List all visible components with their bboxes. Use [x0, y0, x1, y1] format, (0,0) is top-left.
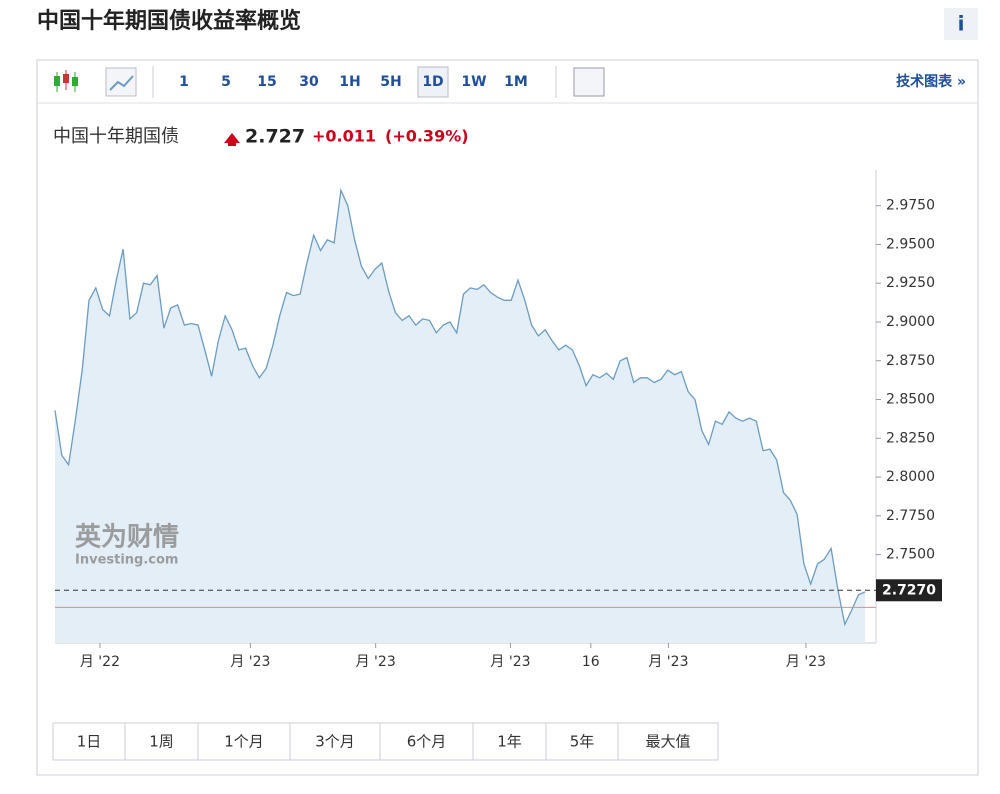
interval-button[interactable]: 1	[179, 74, 189, 90]
range-button[interactable]	[379, 722, 474, 761]
info-button[interactable]	[944, 8, 978, 40]
quote-change-pct: (+0.39%)	[385, 127, 469, 146]
price-line	[54, 187, 866, 627]
range-button[interactable]	[617, 722, 719, 761]
up-arrow	[224, 133, 240, 146]
layout-icon[interactable]	[573, 67, 605, 97]
range-label[interactable]: 6个月	[407, 733, 447, 751]
y-tick-label: 2.9500	[886, 236, 935, 252]
interval-button[interactable]: 5H	[380, 74, 401, 90]
range-label[interactable]: 1周	[149, 733, 174, 751]
y-tick-label: 2.8250	[886, 430, 935, 446]
interval-button[interactable]: 1D	[422, 74, 443, 90]
range-label[interactable]: 5年	[570, 733, 595, 751]
interval-button[interactable]: 30	[299, 74, 319, 90]
x-tick-label: 月 '23	[648, 654, 688, 670]
range-label[interactable]: 1年	[497, 733, 522, 751]
y-tick-label: 2.8000	[886, 469, 935, 485]
selected-interval	[417, 66, 449, 98]
quote-change: +0.011	[312, 127, 376, 146]
range-label[interactable]: 1日	[77, 733, 102, 751]
x-tick-label: 月 '22	[80, 654, 120, 670]
last-price-label: 2.7270	[882, 582, 936, 598]
watermark-site: Investing.com	[75, 553, 178, 568]
range-button[interactable]	[52, 722, 126, 761]
range-label[interactable]: 3个月	[315, 733, 355, 751]
range-label[interactable]: 1个月	[224, 733, 264, 751]
interval-button[interactable]: 5	[221, 74, 231, 90]
x-tick-label: 16	[582, 654, 600, 670]
x-tick-label: 月 '23	[356, 654, 396, 670]
x-tick-label: 月 '23	[786, 654, 826, 670]
y-tick-label: 2.8750	[886, 353, 935, 369]
y-tick-label: 2.9250	[886, 275, 935, 291]
y-tick-label: 2.8500	[886, 392, 935, 408]
y-tick-label: 2.9000	[886, 314, 935, 330]
quote-price: 2.727	[245, 126, 305, 148]
x-tick-label: 月 '23	[490, 654, 530, 670]
range-label[interactable]: 最大值	[645, 733, 690, 751]
info-icon[interactable]: i	[958, 12, 965, 36]
last-price-box	[876, 579, 942, 602]
y-tick-label: 2.9750	[886, 198, 935, 214]
watermark-brand: 英为财情	[75, 523, 179, 553]
area-fill	[55, 190, 866, 643]
y-tick-label: 2.7750	[886, 508, 935, 524]
range-button[interactable]	[289, 722, 381, 761]
range-button[interactable]	[124, 722, 199, 761]
interval-button[interactable]: 1H	[339, 74, 360, 90]
y-tick-label: 2.7500	[886, 547, 935, 563]
range-button[interactable]	[197, 722, 291, 761]
technical-chart-link[interactable]: 技术图表 »	[896, 73, 966, 90]
area-icon[interactable]	[105, 67, 137, 97]
candle-icon[interactable]	[54, 70, 78, 92]
interval-button[interactable]: 1M	[504, 74, 528, 90]
interval-button[interactable]: 15	[257, 74, 276, 90]
page-title: 中国十年期国债收益率概览	[37, 8, 301, 34]
area-icon-line	[109, 75, 134, 91]
interval-button[interactable]: 1W	[461, 74, 486, 90]
x-tick-label: 月 '23	[230, 654, 270, 670]
quote-name: 中国十年期国债	[53, 126, 179, 147]
